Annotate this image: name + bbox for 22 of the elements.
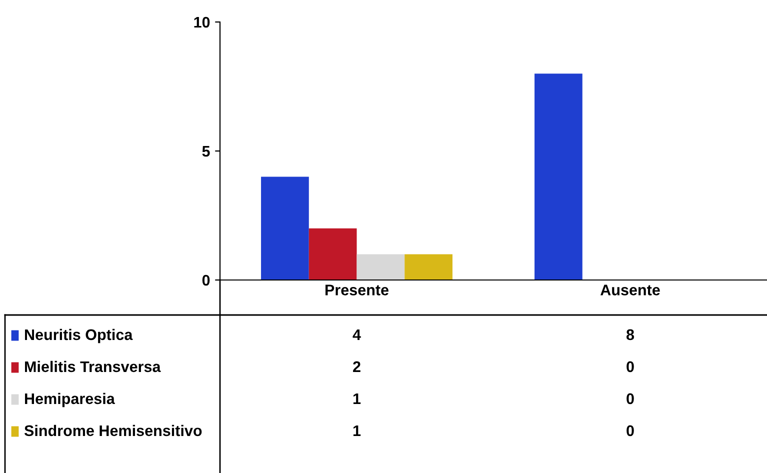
x-tick-label: Ausente bbox=[600, 284, 660, 296]
data-label: 0 bbox=[626, 425, 634, 436]
bar bbox=[534, 74, 582, 280]
data-label: 1 bbox=[353, 393, 361, 404]
bar bbox=[308, 228, 357, 280]
legend-label: Mielitis Transversa bbox=[25, 360, 161, 372]
data-label: 0 bbox=[626, 393, 634, 404]
data-label: 4 bbox=[352, 329, 361, 340]
data-label: 0 bbox=[626, 361, 634, 372]
bar bbox=[261, 176, 309, 280]
y-tick-label: 10 bbox=[194, 16, 210, 28]
data-label: 8 bbox=[626, 329, 634, 340]
y-tick-label: 0 bbox=[202, 274, 210, 286]
data-label: 1 bbox=[353, 425, 361, 436]
legend-label: Hemiparesia bbox=[25, 392, 115, 408]
legend-label: Sindrome Hemisensitivo bbox=[24, 424, 202, 436]
legend-label: Neuritis Optica bbox=[25, 328, 133, 344]
bar bbox=[404, 254, 452, 280]
x-tick-label: Presente bbox=[326, 284, 388, 296]
y-tick-label: 5 bbox=[202, 146, 210, 157]
data-label: 2 bbox=[353, 361, 360, 372]
bar bbox=[356, 254, 405, 280]
